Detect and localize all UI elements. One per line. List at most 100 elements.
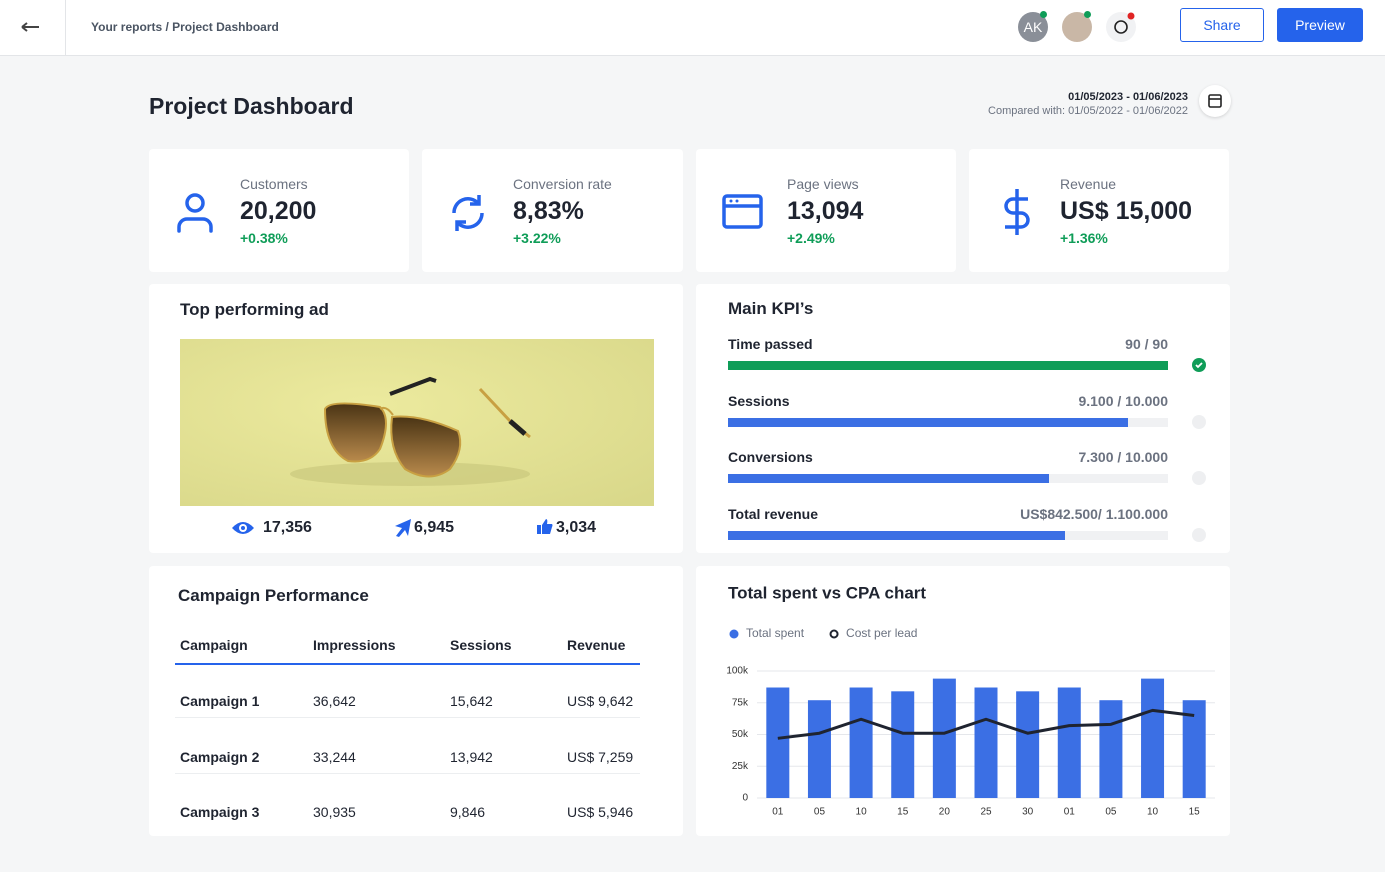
line bbox=[777, 708, 1195, 740]
stat-card: Conversion rate 8,83% +3.22% bbox=[422, 149, 683, 272]
stat-change: +1.36% bbox=[1060, 230, 1108, 246]
kpi-name: Conversions bbox=[728, 449, 813, 465]
x-tick-label: 10 bbox=[1147, 807, 1159, 818]
check-done bbox=[1192, 358, 1206, 372]
x-tick-label: 05 bbox=[1105, 807, 1117, 818]
kpi-name: Time passed bbox=[728, 336, 813, 352]
comment-icon bbox=[1114, 12, 1135, 34]
user-icon bbox=[177, 193, 213, 233]
kpi-label: 90 / 90 bbox=[1125, 336, 1168, 352]
kpi-label: 7.300 / 10.000 bbox=[1078, 449, 1168, 465]
kpi-name: Sessions bbox=[728, 392, 790, 409]
progress-fill bbox=[728, 417, 1129, 427]
stat-card: Revenue US$ 15,000 +1.36% bbox=[969, 149, 1229, 272]
stat-label: Revenue bbox=[1060, 176, 1117, 192]
chart: Total spent vs CPA chart 0 25k 50k 75k 100k 0… bbox=[726, 583, 1215, 818]
column-header: Campaign bbox=[180, 637, 248, 653]
column-header: Revenue bbox=[567, 637, 626, 653]
x-tick-label: 05 bbox=[814, 807, 826, 818]
check-pending bbox=[1192, 414, 1206, 429]
y-tick-label: 25k bbox=[732, 761, 749, 772]
table-cell: US$ 5,946 bbox=[567, 804, 634, 820]
bar bbox=[1141, 678, 1165, 798]
browser-icon bbox=[722, 194, 763, 229]
bar bbox=[891, 691, 915, 798]
status-dot bbox=[1084, 11, 1091, 18]
check-icon bbox=[1195, 362, 1203, 369]
stat-value: 13,094 bbox=[787, 197, 864, 225]
kpi-card: Main KPI’s Time passed 90 / 90 Sessions 9.1… bbox=[696, 284, 1230, 553]
campaign-name: Campaign 2 bbox=[180, 748, 260, 765]
chart-card: Total spent vs CPA chart 0 25k 50k 75k 100k 0… bbox=[696, 566, 1230, 836]
y-tick-label: 100k bbox=[726, 666, 749, 677]
card-title: Top performing ad bbox=[180, 300, 329, 319]
legend-label: Cost per lead bbox=[846, 626, 917, 640]
x-tick-label: 30 bbox=[1022, 807, 1034, 818]
card-title: Main KPI’s bbox=[728, 299, 814, 318]
stat-change: +0.38% bbox=[240, 230, 288, 246]
stat-label: Customers bbox=[240, 176, 308, 192]
breadcrumb[interactable]: Your reports / Project Dashboard bbox=[91, 20, 279, 34]
x-tick-label: 10 bbox=[856, 807, 868, 818]
kpi-label: US$842.500/ 1.100.000 bbox=[1020, 505, 1168, 522]
ad-image bbox=[180, 339, 654, 506]
status-dot bbox=[1040, 11, 1047, 18]
comments-button[interactable] bbox=[1106, 12, 1136, 42]
ad-likes: 3,034 bbox=[556, 519, 597, 536]
y-tick-label: 0 bbox=[742, 793, 748, 804]
column-header: Impressions bbox=[313, 637, 396, 653]
bar bbox=[849, 687, 873, 798]
stat-change: +2.49% bbox=[787, 230, 835, 246]
check-pending bbox=[1192, 527, 1206, 542]
stat-value: US$ 15,000 bbox=[1060, 197, 1193, 225]
stat-value: 8,83% bbox=[513, 197, 584, 225]
bar bbox=[1182, 700, 1206, 798]
x-tick-label: 20 bbox=[939, 807, 951, 818]
refresh-icon bbox=[452, 195, 484, 231]
row-divider bbox=[175, 772, 640, 774]
legend-label: Total spent bbox=[746, 626, 805, 640]
table-cell: 15,642 bbox=[450, 693, 493, 709]
table-cell: 36,642 bbox=[313, 693, 356, 709]
share-button[interactable]: Share bbox=[1180, 8, 1264, 42]
preview-button[interactable]: Preview bbox=[1277, 8, 1363, 42]
x-tick-label: 15 bbox=[1189, 807, 1201, 818]
ad-views: 17,356 bbox=[263, 519, 312, 536]
stat-label: Conversion rate bbox=[513, 176, 612, 192]
legend-marker bbox=[729, 629, 739, 639]
check-pending bbox=[1192, 471, 1206, 485]
likes-icon bbox=[537, 519, 553, 534]
chart-title: Total spent vs CPA chart bbox=[728, 583, 926, 602]
campaign-name: Campaign 3 bbox=[180, 804, 260, 820]
back-icon bbox=[21, 22, 39, 32]
table-cell: 13,942 bbox=[450, 748, 493, 765]
progress-fill bbox=[728, 361, 1168, 370]
x-tick-label: 01 bbox=[772, 807, 784, 818]
table-cell: 9,846 bbox=[450, 804, 486, 820]
clicks-icon bbox=[395, 519, 411, 537]
date-range: 01/05/2023 - 01/06/2023 bbox=[1068, 91, 1188, 103]
dollar-icon bbox=[1004, 189, 1030, 235]
bar bbox=[1057, 687, 1081, 798]
ad-clicks: 6,945 bbox=[414, 519, 455, 536]
row-divider bbox=[175, 717, 640, 718]
table-cell: US$ 9,642 bbox=[567, 693, 634, 709]
bar bbox=[932, 678, 956, 798]
bar bbox=[807, 700, 831, 798]
stat-change: +3.22% bbox=[513, 230, 561, 246]
campaign-card: Campaign Performance Campaign Impressions… bbox=[149, 566, 683, 836]
card-title: Campaign Performance bbox=[178, 586, 369, 605]
bar bbox=[1016, 691, 1040, 798]
top-bar: Your reports / Project Dashboard AK Shar… bbox=[0, 0, 1385, 56]
calendar-button[interactable] bbox=[1199, 85, 1231, 117]
stat-card: Customers 20,200 +0.38% bbox=[149, 149, 409, 272]
column-header: Sessions bbox=[450, 637, 512, 653]
campaign-name: Campaign 1 bbox=[180, 693, 260, 709]
table-cell: 30,935 bbox=[313, 804, 356, 820]
progress-fill bbox=[728, 530, 1065, 540]
page-title: Project Dashboard bbox=[149, 93, 354, 119]
y-tick-label: 75k bbox=[732, 697, 749, 708]
x-tick-label: 25 bbox=[980, 807, 992, 818]
back-button[interactable] bbox=[0, 0, 66, 55]
